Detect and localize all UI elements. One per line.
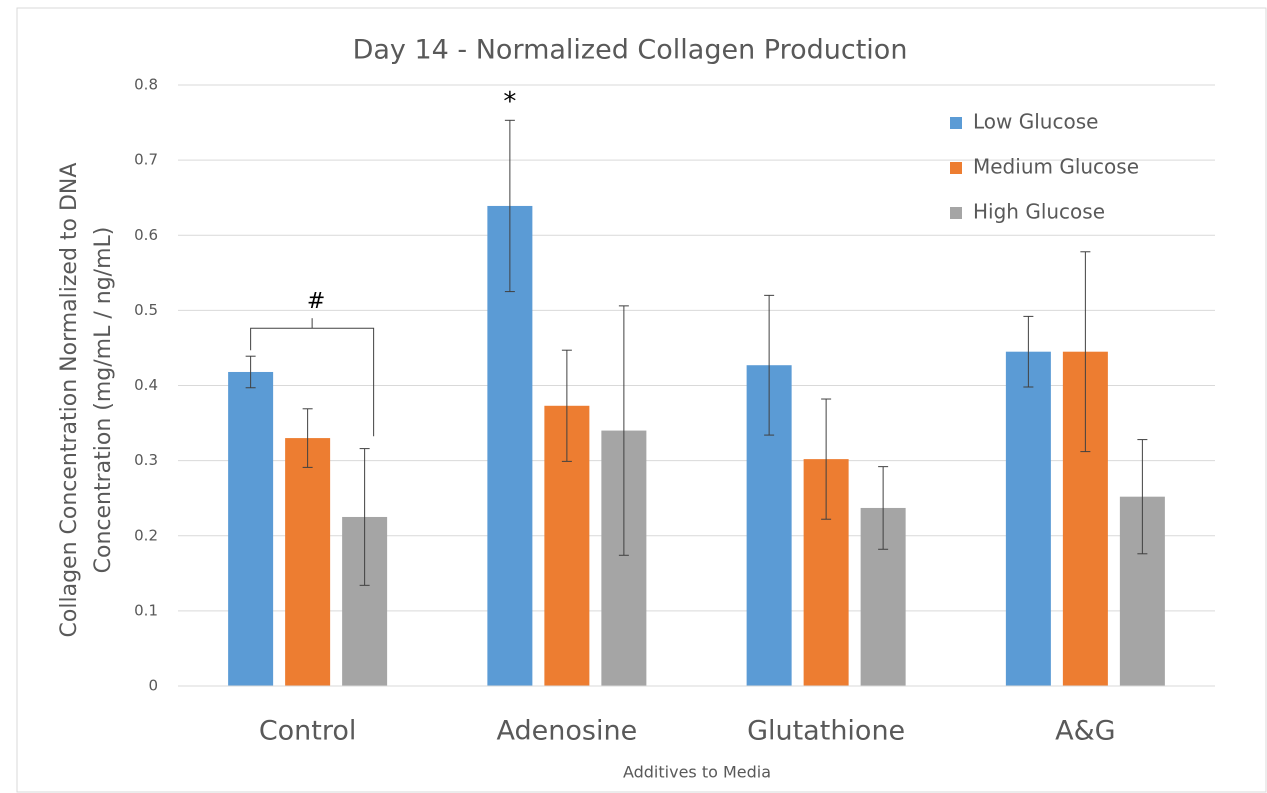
error-bar [878,466,889,550]
error-bar [618,305,629,556]
legend-swatch [950,162,962,174]
chart-title: Day 14 - Normalized Collagen Production [353,35,908,66]
x-tick-label: A&G [1055,716,1115,747]
y-tick-label: 0.4 [134,376,158,394]
bar [228,371,274,686]
error-bar [764,294,775,436]
x-tick-label: Adenosine [497,716,638,747]
y-tick-label: 0.7 [134,151,158,169]
x-axis-label: Additives to Media [623,763,771,782]
y-tick-label: 0.3 [134,451,158,469]
annotation: * [503,87,516,117]
legend-label: Low Glucose [973,110,1098,134]
error-bar [561,349,572,462]
y-tick-label: 0.2 [134,526,158,544]
legend-swatch [950,117,962,129]
x-tick-label: Control [259,716,357,747]
error-bar [245,355,256,389]
y-tick-label: 0.5 [134,301,158,319]
error-bar [1023,315,1034,388]
legend-label: High Glucose [973,200,1105,224]
y-tick-label: 0 [148,677,158,695]
error-bar [359,448,370,586]
bar [285,438,331,686]
y-tick-label: 0.6 [134,226,158,244]
error-bar [1080,251,1091,453]
y-axis-label: Concentration (mg/mL / ng/mL) [91,227,116,574]
error-bar [504,119,515,293]
x-tick-label: Glutathione [747,716,905,747]
y-tick-label: 0.1 [134,601,158,619]
annotation: # [307,289,325,314]
y-tick-label: 0.8 [134,76,158,94]
error-bar [821,398,832,520]
error-bar [302,408,313,468]
error-bar [1137,439,1148,555]
bar [1005,351,1051,686]
legend-swatch [950,207,962,219]
y-axis-label: Collagen Concentration Normalized to DNA [57,163,82,638]
legend-label: Medium Glucose [973,155,1139,179]
